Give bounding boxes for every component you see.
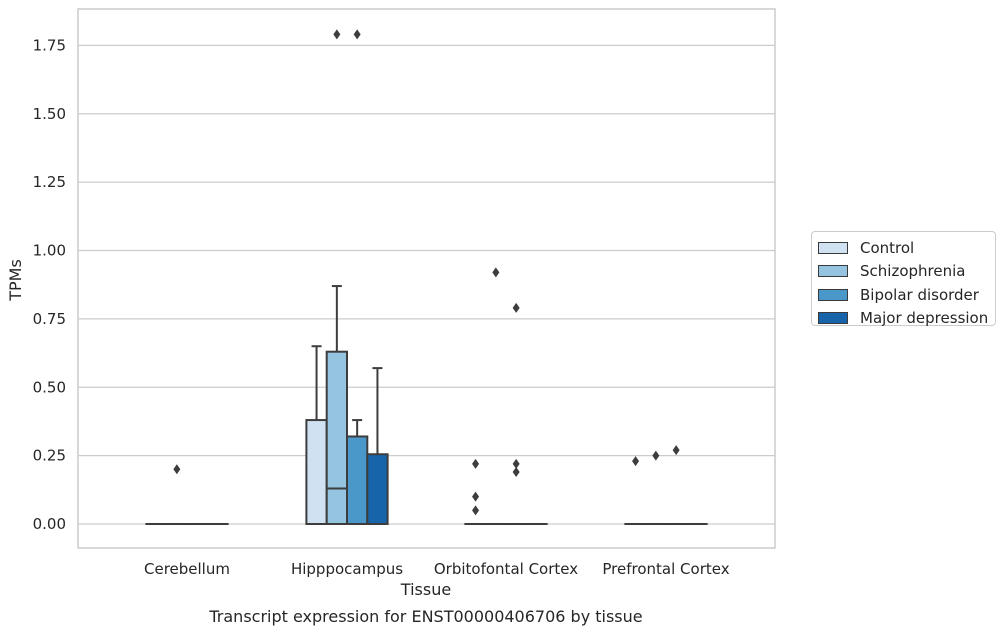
x-tick-label: Hipppocampus	[291, 560, 403, 578]
outlier-point	[512, 302, 520, 313]
legend-item: Bipolar disorder	[818, 283, 995, 307]
y-tick-label: 0.50	[33, 378, 66, 396]
outlier-point	[333, 29, 341, 40]
legend-label: Schizophrenia	[860, 262, 966, 281]
outlier-point	[652, 450, 660, 461]
x-tick-label: Prefrontal Cortex	[602, 560, 729, 578]
box-body	[366, 453, 389, 526]
outlier-point	[512, 458, 520, 469]
outlier-point	[632, 456, 640, 467]
y-tick-label: 0.25	[33, 447, 66, 465]
legend-swatch	[818, 312, 848, 325]
outlier-point	[512, 467, 520, 478]
outlier-point	[472, 491, 480, 502]
outlier-point	[353, 29, 361, 40]
box-body	[346, 435, 369, 526]
outlier-points	[173, 29, 680, 516]
outlier-point	[492, 267, 500, 278]
x-tick-label: Orbitofontal Cortex	[434, 560, 578, 578]
box	[346, 419, 369, 526]
box	[325, 285, 349, 525]
outlier-point	[472, 505, 480, 516]
legend-swatch	[818, 265, 848, 278]
x-axis-label: Tissue	[400, 580, 451, 599]
legend-label: Major depression	[860, 309, 989, 328]
y-tick-label: 0.00	[33, 515, 66, 533]
chart-caption: Transcript expression for ENST0000040670…	[208, 607, 642, 626]
y-tick-label: 1.25	[33, 173, 66, 191]
x-tick-label: Cerebellum	[144, 560, 230, 578]
outlier-point	[472, 458, 480, 469]
outlier-point	[173, 464, 181, 475]
legend-swatch	[818, 288, 848, 301]
chart-legend: Control Schizophrenia Bipolar disorder Majo…	[811, 231, 996, 327]
y-tick-labels: 0.00 0.25 0.50 0.75 1.00 1.25 1.50 1.75	[33, 36, 66, 533]
x-tick-labels: Cerebellum Hipppocampus Orbitofontal Corte…	[144, 560, 730, 578]
legend-label: Control	[860, 238, 915, 257]
legend-swatch	[818, 241, 848, 254]
legend-item: Control	[818, 236, 995, 260]
y-tick-label: 1.75	[33, 36, 66, 54]
y-axis-label: TPMs	[6, 259, 25, 302]
legend-item: Major depression	[818, 307, 995, 331]
box-body	[325, 350, 349, 525]
gridlines	[78, 44, 775, 525]
plot-frame	[77, 8, 776, 549]
y-tick-label: 0.75	[33, 310, 66, 328]
outlier-point	[672, 445, 680, 456]
box-body	[305, 419, 328, 526]
box	[305, 345, 328, 526]
box	[366, 367, 389, 526]
legend-item: Schizophrenia	[818, 260, 995, 284]
y-tick-label: 1.50	[33, 105, 66, 123]
boxes	[145, 285, 708, 526]
legend-label: Bipolar disorder	[860, 285, 979, 304]
y-tick-label: 1.00	[33, 242, 66, 260]
